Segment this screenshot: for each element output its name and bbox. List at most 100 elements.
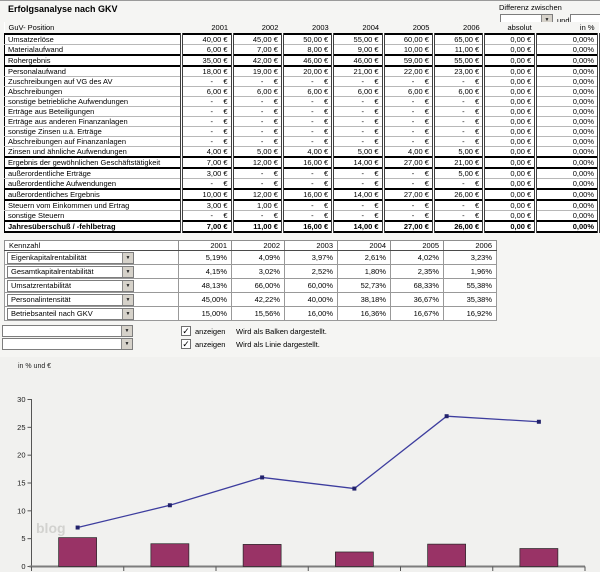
guv-value-cell[interactable]: 6,00 € [280,86,335,97]
guv-value-cell[interactable]: - € [331,116,385,127]
guv-row-label[interactable]: außerordentliche Aufwendungen [3,178,182,190]
kennzahl-dropdown[interactable]: Eigenkapitalrentabilität ▼ [7,251,134,264]
guv-value-cell[interactable]: - € [381,126,435,137]
guv-value-cell[interactable]: 14,00 € [331,188,385,201]
guv-percent-cell[interactable]: 0,00% [534,156,600,169]
chevron-down-icon[interactable]: ▼ [122,308,133,319]
guv-absolut-cell[interactable]: 0,00 € [482,76,538,87]
guv-value-cell[interactable]: 7,00 € [180,220,234,233]
kennzahl-value-cell[interactable]: 2,35% [390,264,444,279]
kennzahl-dropdown[interactable]: Betriebsanteil nach GKV ▼ [7,307,134,320]
guv-absolut-cell[interactable]: 0,00 € [482,200,538,211]
guv-value-cell[interactable]: - € [431,136,486,147]
kennzahl-value-cell[interactable]: 35,38% [443,292,497,307]
guv-value-cell[interactable]: 5,00 € [230,146,284,158]
kennzahl-value-cell[interactable]: 3,02% [231,264,285,279]
guv-percent-cell[interactable]: 0,00% [534,54,600,67]
guv-value-cell[interactable]: - € [331,76,385,87]
guv-value-cell[interactable]: 21,00 € [331,66,385,77]
guv-value-cell[interactable]: - € [280,106,335,117]
guv-value-cell[interactable]: - € [431,210,486,222]
guv-value-cell[interactable]: - € [230,168,284,179]
guv-percent-cell[interactable]: 0,00% [534,136,600,147]
guv-value-cell[interactable]: 9,00 € [331,44,385,56]
guv-absolut-cell[interactable]: 0,00 € [482,34,538,45]
guv-value-cell[interactable]: 7,00 € [180,156,234,169]
guv-value-cell[interactable]: - € [280,96,335,107]
chevron-down-icon[interactable]: ▼ [121,326,132,336]
guv-percent-cell[interactable]: 0,00% [534,146,600,158]
kennzahl-value-cell[interactable]: 55,38% [443,278,497,293]
guv-value-cell[interactable]: 6,00 € [180,44,234,56]
guv-value-cell[interactable]: - € [230,106,284,117]
guv-value-cell[interactable]: 35,00 € [180,54,234,67]
guv-value-cell[interactable]: 10,00 € [180,188,234,201]
guv-row-label[interactable]: Zinsen und ähnliche Aufwendungen [3,146,182,158]
guv-row-label[interactable]: außerordentliches Ergebnis [3,188,182,201]
guv-row-label[interactable]: Erträge aus anderen Finanzanlagen [3,116,182,127]
kennzahl-value-cell[interactable]: 2,61% [337,250,391,265]
guv-value-cell[interactable]: 22,00 € [381,66,435,77]
guv-percent-cell[interactable]: 0,00% [534,178,600,190]
guv-value-cell[interactable]: - € [431,106,486,117]
guv-row-label[interactable]: Erträge aus Beteiligungen [3,106,182,117]
guv-value-cell[interactable]: 5,00 € [431,168,486,179]
guv-value-cell[interactable]: 1,00 € [230,200,284,211]
guv-value-cell[interactable]: - € [381,116,435,127]
guv-value-cell[interactable]: 11,00 € [230,220,284,233]
kennzahl-value-cell[interactable]: 40,00% [284,292,338,307]
guv-value-cell[interactable]: 14,00 € [331,220,385,233]
bar-series-dropdown[interactable]: ▼ [2,325,133,337]
guv-value-cell[interactable]: 65,00 € [431,34,486,45]
guv-value-cell[interactable]: 18,00 € [180,66,234,77]
guv-value-cell[interactable]: - € [381,168,435,179]
guv-value-cell[interactable]: 55,00 € [331,34,385,45]
guv-absolut-cell[interactable]: 0,00 € [482,146,538,158]
guv-percent-cell[interactable]: 0,00% [534,126,600,137]
guv-row-label[interactable]: Materialaufwand [3,44,182,56]
guv-percent-cell[interactable]: 0,00% [534,44,600,56]
guv-row-label[interactable]: Steuern vom Einkommen und Ertrag [3,200,182,211]
guv-percent-cell[interactable]: 0,00% [534,34,600,45]
guv-value-cell[interactable]: - € [230,76,284,87]
guv-absolut-cell[interactable]: 0,00 € [482,44,538,56]
guv-value-cell[interactable]: 4,00 € [180,146,234,158]
guv-value-cell[interactable]: - € [331,136,385,147]
guv-absolut-cell[interactable]: 0,00 € [482,54,538,67]
guv-row-label[interactable]: Rohergebnis [3,54,182,67]
guv-row-label[interactable]: sonstige Zinsen u.ä. Erträge [3,126,182,137]
guv-value-cell[interactable]: - € [180,76,234,87]
guv-absolut-cell[interactable]: 0,00 € [482,96,538,107]
guv-value-cell[interactable]: - € [180,178,234,190]
guv-percent-cell[interactable]: 0,00% [534,66,600,77]
guv-value-cell[interactable]: 6,00 € [230,86,284,97]
kennzahl-value-cell[interactable]: 16,36% [337,306,391,321]
chevron-down-icon[interactable]: ▼ [121,339,132,349]
guv-row-label[interactable]: sonstige Steuern [3,210,182,222]
guv-value-cell[interactable]: 27,00 € [381,188,435,201]
guv-value-cell[interactable]: 45,00 € [230,34,284,45]
guv-value-cell[interactable]: - € [230,136,284,147]
guv-row-label[interactable]: Abschreibungen auf Finanzanlagen [3,136,182,147]
guv-percent-cell[interactable]: 0,00% [534,200,600,211]
guv-row-label[interactable]: Personalaufwand [3,66,182,77]
chevron-down-icon[interactable]: ▼ [122,266,133,277]
guv-percent-cell[interactable]: 0,00% [534,86,600,97]
guv-absolut-cell[interactable]: 0,00 € [482,220,538,233]
guv-value-cell[interactable]: 16,00 € [280,156,335,169]
guv-absolut-cell[interactable]: 0,00 € [482,168,538,179]
guv-percent-cell[interactable]: 0,00% [534,188,600,201]
guv-percent-cell[interactable]: 0,00% [534,168,600,179]
guv-value-cell[interactable]: 20,00 € [280,66,335,77]
kennzahl-value-cell[interactable]: 2,52% [284,264,338,279]
guv-value-cell[interactable]: 19,00 € [230,66,284,77]
kennzahl-value-cell[interactable]: 15,56% [231,306,285,321]
guv-row-label[interactable]: Ergebnis der gewöhnlichen Geschäftstätig… [3,156,182,169]
kennzahl-value-cell[interactable]: 60,00% [284,278,338,293]
kennzahl-value-cell[interactable]: 4,15% [178,264,232,279]
guv-value-cell[interactable]: - € [331,126,385,137]
guv-absolut-cell[interactable]: 0,00 € [482,106,538,117]
guv-value-cell[interactable]: - € [331,200,385,211]
guv-value-cell[interactable]: 6,00 € [381,86,435,97]
guv-row-label[interactable]: sonstige betriebliche Aufwendungen [3,96,182,107]
